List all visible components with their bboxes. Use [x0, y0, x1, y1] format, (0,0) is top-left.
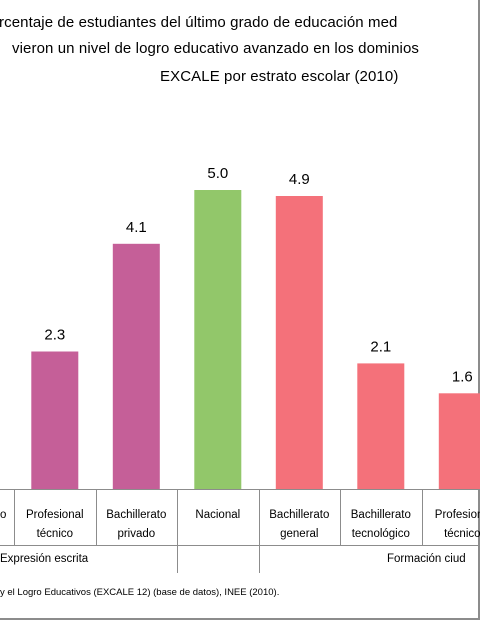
- data-label-6: 1.6: [452, 368, 473, 385]
- data-label-1: 2.3: [44, 327, 65, 344]
- category-label-5-line-0: Bachillerato: [351, 509, 411, 521]
- bar-chart: o 2.3 Profesional técnico 4.1 Bachillerato pri…: [0, 165, 480, 573]
- category-label-0-line-0: o: [0, 509, 6, 521]
- category-label-6-line-1: técnico: [444, 528, 480, 540]
- chart-title-line-1: rcentaje de estudiantes del último grado…: [0, 14, 398, 31]
- category-label-1-line-0: Profesional: [26, 509, 84, 521]
- data-label-2: 4.1: [126, 219, 147, 236]
- category-label-3-line-0: Nacional: [195, 509, 240, 521]
- data-label-4: 4.9: [289, 171, 310, 188]
- chart-title-line-3: EXCALE por estrato escolar (2010): [160, 68, 399, 85]
- group-label-expresion-escrita: Expresión escrita: [0, 553, 89, 565]
- bar-5: [357, 363, 405, 489]
- data-label-5: 2.1: [370, 338, 391, 355]
- chart-title-line-2: vieron un nivel de logro educativo avanz…: [12, 40, 419, 57]
- bar-1: [31, 351, 79, 489]
- category-label-2-line-1: privado: [117, 528, 155, 540]
- bar-6: [438, 393, 480, 489]
- category-label-4-line-0: Bachillerato: [269, 509, 329, 521]
- data-label-3: 5.0: [207, 165, 228, 182]
- category-label-4-line-1: general: [280, 528, 318, 540]
- bar-3: [194, 190, 242, 489]
- source-note: y el Logro Educativos (EXCALE 12) (base …: [0, 587, 280, 598]
- category-label-2-line-0: Bachillerato: [106, 509, 166, 521]
- category-label-1-line-1: técnico: [37, 528, 73, 540]
- category-label-6-line-0: Profesiona: [435, 509, 480, 521]
- category-label-5-line-1: tecnológico: [352, 528, 410, 540]
- bar-4: [275, 196, 323, 489]
- bar-2: [112, 243, 160, 489]
- group-label-formacion-ciudadana: Formación ciud: [387, 553, 466, 565]
